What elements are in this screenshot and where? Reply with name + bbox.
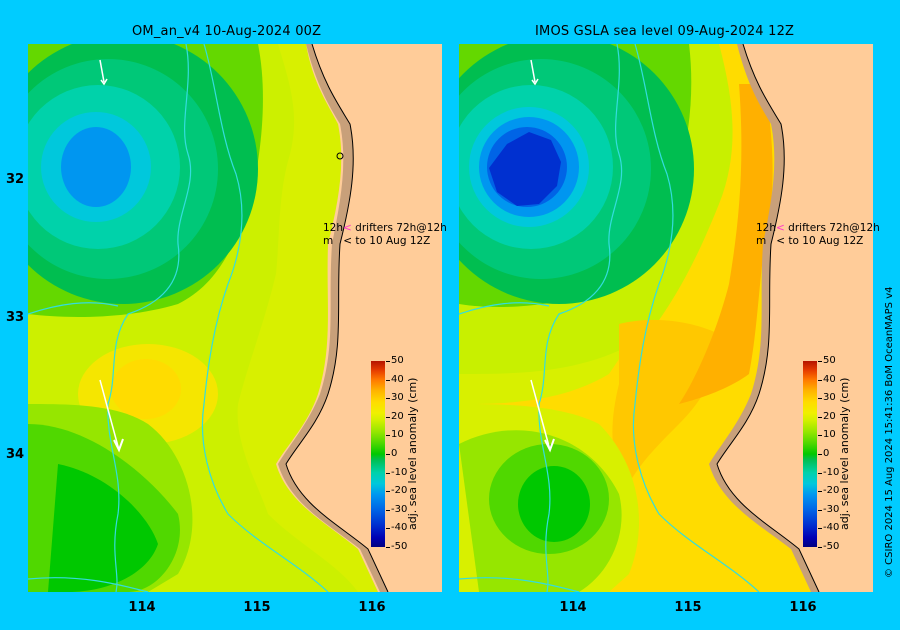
colorbar-tick: 20 (818, 410, 836, 422)
credit-text: © CSIRO 2024 15 Aug 2024 15:41:36 BoM Oc… (884, 286, 895, 579)
left-panel-title: OM_an_v4 10-Aug-2024 00Z (132, 24, 322, 39)
colorbar-tick: 0 (385, 448, 398, 459)
colorbar-tick: -20 (385, 485, 408, 497)
colorbar-tick: 50 (386, 355, 404, 366)
left-lon-label-115: 115 (243, 600, 271, 615)
colorbar-tick: -30 (385, 503, 408, 515)
left-map-canvas (28, 44, 442, 592)
right-map-canvas (459, 44, 873, 592)
colorbar-tick: 50 (818, 355, 836, 366)
right-panel-title: IMOS GSLA sea level 09-Aug-2024 12Z (535, 24, 795, 39)
left-drifter-legend: 12h< drifters 72h@12h m < to 10 Aug 12Z (323, 222, 447, 247)
colorbar-tick: -40 (817, 522, 840, 534)
colorbar-tick: -30 (817, 503, 840, 515)
left-map[interactable] (28, 44, 442, 592)
left-colorbar (371, 361, 385, 547)
colorbar-tick: 20 (386, 410, 404, 422)
colorbar-tick: -50 (817, 541, 840, 552)
left-lon-label-116: 116 (358, 600, 386, 615)
right-lon-label-114: 114 (559, 600, 587, 615)
right-drifter-legend: 12h< drifters 72h@12h m < to 10 Aug 12Z (756, 222, 880, 247)
right-lon-label-115: 115 (674, 600, 702, 615)
colorbar-tick: 0 (817, 448, 830, 459)
lat-label-34: 34 (6, 447, 25, 462)
right-colorbar-label: adj. sea level anomaly (cm) (838, 377, 851, 530)
colorbar-tick: -50 (385, 541, 408, 552)
colorbar-tick: -10 (817, 466, 840, 478)
colorbar-tick: 10 (386, 429, 404, 441)
left-colorbar-label: adj. sea level anomaly (cm) (406, 377, 419, 530)
right-lon-label-116: 116 (789, 600, 817, 615)
right-colorbar (803, 361, 817, 547)
colorbar-tick: 30 (818, 392, 836, 404)
left-lon-label-114: 114 (128, 600, 156, 615)
colorbar-tick: -20 (817, 485, 840, 497)
colorbar-tick: 10 (818, 429, 836, 441)
colorbar-tick: 40 (386, 373, 404, 385)
colorbar-tick: 30 (386, 392, 404, 404)
right-map[interactable] (459, 44, 873, 592)
lat-label-32: 32 (6, 172, 25, 187)
colorbar-tick: -10 (385, 466, 408, 478)
colorbar-tick: 40 (818, 373, 836, 385)
lat-label-33: 33 (6, 310, 25, 325)
colorbar-tick: -40 (385, 522, 408, 534)
